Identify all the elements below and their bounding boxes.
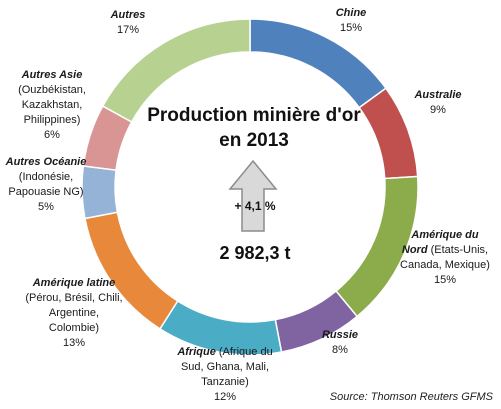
chart-title-line1: Production minière d'or <box>147 105 361 126</box>
slice-label-afrique: Afrique (Afrique du Sud, Ghana, Mali, Ta… <box>177 345 273 405</box>
slice-label-australie: Australie 9% <box>403 88 473 118</box>
growth-arrow <box>228 159 278 232</box>
slice-percent: 15% <box>339 22 363 34</box>
slice-percent: 12% <box>213 391 237 403</box>
slice-detail: (Pérou, Brésil, Chili, Argentine, Colomb… <box>25 292 123 334</box>
chart-title: Production minière d'or en 2013 <box>140 103 368 153</box>
slice-percent: 8% <box>332 344 348 356</box>
slice-label-autres: Autres 17% <box>98 8 158 38</box>
slice-label-autres-oceanie: Autres Océanie (Indonésie, Papouasie NG)… <box>0 155 92 215</box>
slice-detail: (Indonésie, Papouasie NG) <box>8 171 84 198</box>
slice-name: Russie <box>321 329 359 341</box>
center-change-label: + 4,1 % <box>234 199 276 213</box>
slice-percent: 13% <box>62 337 86 349</box>
slice-name: Autres Océanie <box>5 156 87 168</box>
slice-name: Amérique latine <box>32 277 116 289</box>
slice-percent: 6% <box>44 129 60 141</box>
donut-slice-8 <box>101 18 251 123</box>
slice-name: Amérique du Nord <box>401 229 479 256</box>
source-note: Source: Thomson Reuters GFMS <box>329 391 493 403</box>
slice-name: Autres <box>110 9 146 21</box>
slice-percent: 9% <box>430 104 446 116</box>
slice-percent: 17% <box>116 24 140 36</box>
slice-label-amerique-du-nord: Amérique du Nord (Etats-Unis, Canada, Me… <box>400 228 490 288</box>
slice-detail: (Ouzbékistan, Kazakhstan, Philippines) <box>18 84 86 126</box>
center-total-label: 2 982,3 t <box>219 243 291 263</box>
slice-percent: 15% <box>433 274 457 286</box>
slice-detail: (Etats-Unis, Canada, Mexique) <box>400 244 490 271</box>
slice-name: Chine <box>335 7 367 19</box>
slice-label-amerique-latine: Amérique latine (Pérou, Brésil, Chili, A… <box>24 276 124 351</box>
slice-name: Autres Asie <box>21 69 83 81</box>
slice-label-chine: Chine 15% <box>318 6 384 36</box>
slice-detail: (Afrique du Sud, Ghana, Mali, Tanzanie) <box>180 346 273 388</box>
slice-name: Australie <box>414 89 462 101</box>
slice-label-autres-asie: Autres Asie (Ouzbékistan, Kazakhstan, Ph… <box>8 68 96 143</box>
chart-title-line2: en 2013 <box>219 130 289 151</box>
slice-percent: 5% <box>38 201 54 213</box>
slice-label-russie: Russie 8% <box>315 328 365 358</box>
slice-name: Afrique <box>177 346 216 358</box>
